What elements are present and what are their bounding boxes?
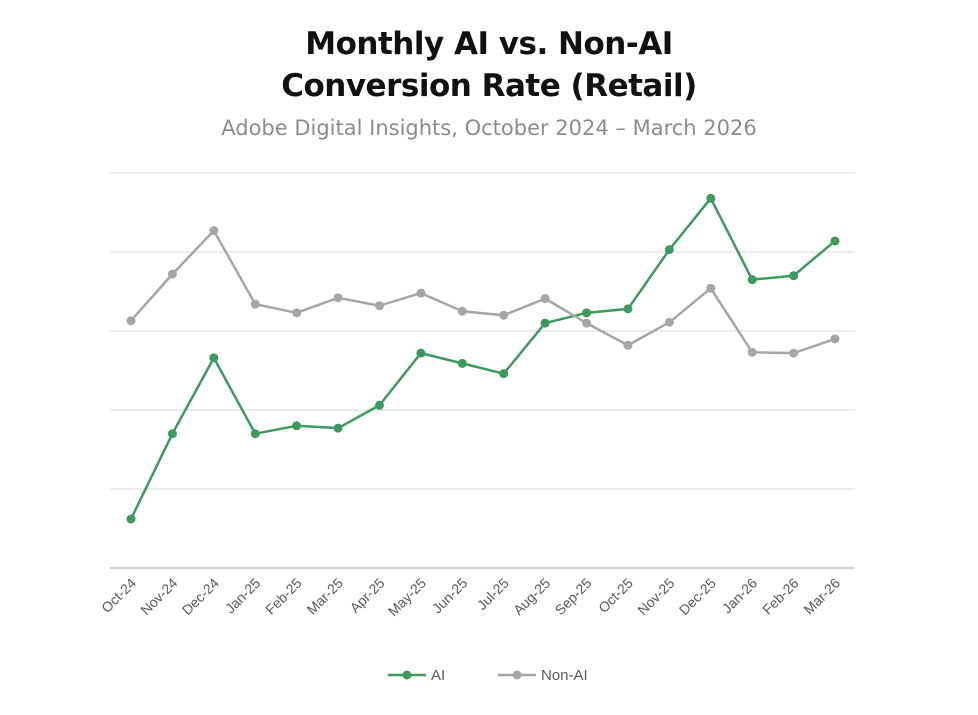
data-point-non-ai bbox=[374, 301, 384, 311]
data-point-non-ai bbox=[582, 318, 592, 328]
data-point-ai bbox=[499, 369, 509, 379]
data-point-ai bbox=[250, 429, 260, 439]
x-tick-label: Feb-26 bbox=[759, 575, 802, 618]
data-point-ai bbox=[209, 353, 219, 363]
data-point-ai bbox=[416, 348, 426, 358]
data-point-ai bbox=[374, 400, 384, 410]
data-point-non-ai bbox=[209, 226, 219, 236]
x-tick-label: Jul-25 bbox=[474, 575, 512, 613]
data-point-non-ai bbox=[499, 310, 509, 320]
data-point-ai bbox=[582, 308, 592, 318]
chart-subtitle: Adobe Digital Insights, October 2024 – M… bbox=[221, 116, 757, 140]
series-line-ai bbox=[129, 197, 836, 520]
data-point-non-ai bbox=[292, 308, 302, 318]
x-tick-label: May-25 bbox=[385, 575, 429, 619]
x-tick-label: Dec-24 bbox=[179, 575, 222, 618]
x-tick-label: Jun-25 bbox=[429, 575, 471, 617]
series-line-non-ai bbox=[130, 229, 836, 355]
data-point-ai bbox=[540, 318, 550, 328]
x-tick-label: Oct-24 bbox=[98, 575, 139, 616]
data-point-non-ai bbox=[540, 294, 550, 304]
data-point-non-ai bbox=[664, 317, 674, 327]
x-tick-label: Oct-25 bbox=[595, 575, 636, 616]
data-point-non-ai bbox=[457, 306, 467, 316]
x-tick-label: Jan-25 bbox=[222, 575, 264, 617]
data-point-ai bbox=[167, 429, 177, 439]
data-point-non-ai bbox=[830, 334, 840, 344]
data-point-non-ai bbox=[706, 283, 716, 293]
x-tick-label: Dec-25 bbox=[676, 575, 719, 618]
data-point-ai bbox=[830, 236, 840, 246]
x-tick-label: Sep-25 bbox=[551, 575, 594, 618]
x-tick-label: Apr-25 bbox=[347, 575, 388, 616]
legend-marker-non-ai bbox=[512, 670, 522, 680]
data-point-ai bbox=[126, 514, 136, 524]
legend-label-non-ai: Non-AI bbox=[541, 667, 588, 684]
x-tick-label: Aug-25 bbox=[510, 575, 553, 618]
x-tick-label: Nov-25 bbox=[634, 575, 677, 618]
legend-label-ai: AI bbox=[431, 667, 445, 684]
x-tick-label: Nov-24 bbox=[137, 575, 180, 618]
data-point-ai bbox=[623, 304, 633, 314]
chart-title-line2: Conversion Rate (Retail) bbox=[281, 68, 697, 104]
x-tick-label: Mar-26 bbox=[800, 575, 843, 618]
data-point-non-ai bbox=[333, 293, 343, 303]
data-point-ai bbox=[789, 271, 799, 281]
data-point-non-ai bbox=[250, 299, 260, 309]
data-point-ai bbox=[292, 421, 302, 431]
data-point-ai bbox=[747, 275, 757, 285]
data-point-ai bbox=[664, 245, 674, 255]
data-point-ai bbox=[706, 193, 716, 203]
x-tick-label: Feb-25 bbox=[262, 575, 305, 618]
x-tick-label: Mar-25 bbox=[303, 575, 346, 618]
data-point-non-ai bbox=[623, 340, 633, 350]
data-point-non-ai bbox=[416, 288, 426, 298]
data-point-ai bbox=[457, 358, 467, 368]
data-point-non-ai bbox=[789, 348, 799, 358]
chart-title-line1: Monthly AI vs. Non-AI bbox=[305, 26, 673, 62]
data-point-non-ai bbox=[747, 347, 757, 357]
x-tick-label: Jan-26 bbox=[719, 575, 761, 617]
data-point-non-ai bbox=[126, 316, 136, 326]
legend-marker-ai bbox=[402, 670, 412, 680]
data-point-ai bbox=[333, 423, 343, 433]
data-point-non-ai bbox=[167, 269, 177, 279]
